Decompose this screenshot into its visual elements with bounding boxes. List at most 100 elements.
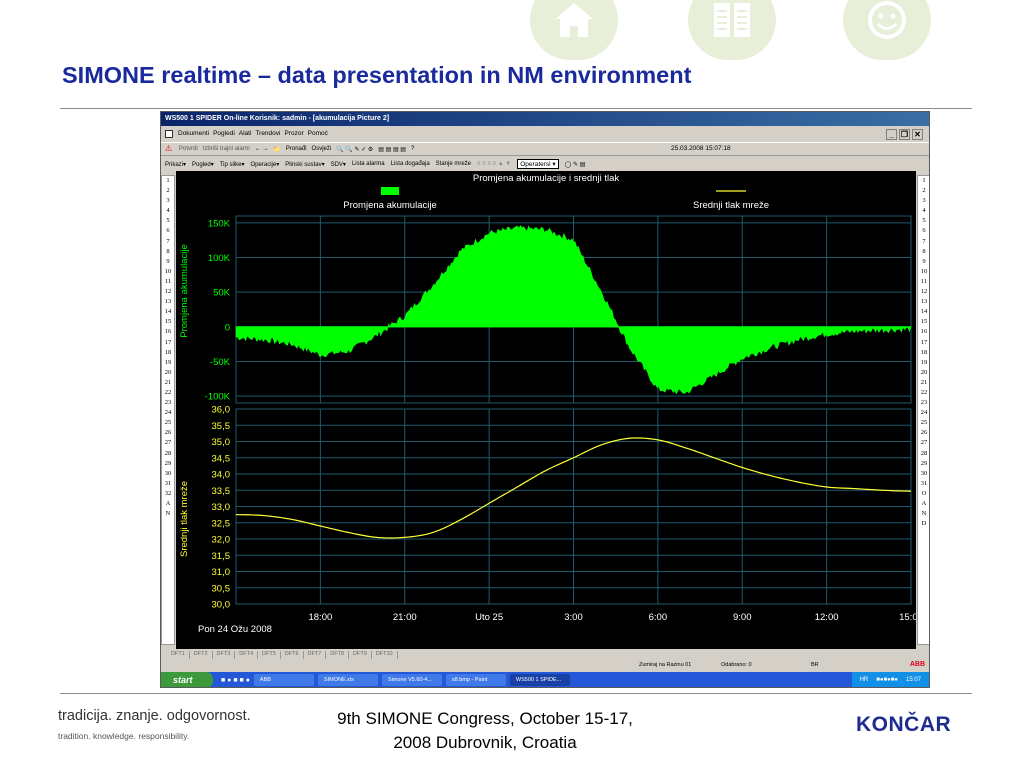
menu-pogledi[interactable]: Pogledi [213, 130, 235, 137]
home-icon[interactable] [530, 0, 618, 60]
side-right-item-23[interactable]: 23 [920, 399, 928, 407]
side-left-item-15[interactable]: 15 [164, 318, 172, 326]
side-left-item-34[interactable]: N [165, 510, 171, 518]
tab-dft2[interactable]: DFT2 [190, 651, 213, 659]
zoom-icons[interactable]: 🔍 🔍 ✎ ✓ ⚙ [336, 146, 374, 153]
side-right-item-16[interactable]: 16 [920, 328, 928, 336]
close-icon[interactable]: ✕ [912, 129, 923, 140]
side-right-item-4[interactable]: 4 [922, 207, 926, 215]
side-left-item-31[interactable]: 31 [164, 479, 172, 487]
smiley-icon[interactable] [843, 0, 931, 60]
side-left-item-1[interactable]: 1 [166, 177, 170, 184]
operacije-menu[interactable]: Operacije▾ [250, 161, 280, 168]
side-left-item-21[interactable]: 21 [164, 378, 172, 386]
side-right-item-22[interactable]: 22 [920, 388, 928, 396]
side-right-item-19[interactable]: 19 [920, 358, 928, 366]
side-left-item-30[interactable]: 30 [164, 469, 172, 477]
tab-dft8[interactable]: DFT8 [326, 651, 349, 659]
side-right-item-21[interactable]: 21 [920, 378, 928, 386]
tab-dft3[interactable]: DFT3 [213, 651, 236, 659]
side-left-item-19[interactable]: 19 [164, 358, 172, 366]
task-paint[interactable]: s8.bmp - Paint [445, 674, 506, 686]
side-left-item-18[interactable]: 18 [164, 348, 172, 356]
side-right-item-12[interactable]: 12 [920, 288, 928, 296]
side-right-item-25[interactable]: 25 [920, 419, 928, 427]
task-ws500[interactable]: WS500 1 SPIDE... [509, 674, 570, 686]
pogled-menu[interactable]: Pogled▾ [192, 161, 214, 168]
side-left-item-25[interactable]: 25 [164, 419, 172, 427]
osvjezi-button[interactable]: Osvježi [311, 146, 332, 152]
side-right-item-11[interactable]: 11 [920, 277, 928, 285]
side-left-item-28[interactable]: 28 [164, 449, 172, 457]
alarm-warning-icon[interactable]: ⚠ [165, 144, 173, 153]
pronadi-button[interactable]: Pronađi [285, 146, 307, 152]
task-simone-xls[interactable]: SIMONE.xls [317, 674, 378, 686]
side-right-item-24[interactable]: 24 [920, 409, 928, 417]
side-left-item-27[interactable]: 27 [164, 439, 172, 447]
book-icon[interactable] [688, 0, 776, 60]
document-icon[interactable] [165, 130, 173, 138]
back-icon[interactable]: ← → [254, 146, 269, 152]
side-right-item-9[interactable]: 9 [922, 257, 926, 265]
help-icon[interactable]: ? [410, 146, 415, 152]
side-right-item-28[interactable]: 28 [920, 449, 928, 457]
print-icons[interactable]: ▤ ▤ ▤ ▤ [378, 146, 406, 153]
side-left-item-3[interactable]: 3 [166, 197, 170, 205]
menu-alati[interactable]: Alati [238, 130, 252, 137]
tab-dft7[interactable]: DFT7 [304, 651, 327, 659]
potvrdi-button[interactable]: Potvrdi [179, 146, 198, 152]
menu-prozor[interactable]: Prozor [284, 130, 304, 137]
side-left-item-7[interactable]: 7 [166, 237, 170, 245]
operater-select[interactable]: Operatersl ▾ [517, 159, 559, 169]
side-right-item-34[interactable]: N [921, 510, 927, 518]
side-left-item-20[interactable]: 20 [164, 368, 172, 376]
lista-alarma-button[interactable]: Lista alarma [351, 161, 385, 167]
side-left-item-8[interactable]: 8 [166, 247, 170, 255]
menu-trendovi[interactable]: Trendovi [255, 130, 281, 137]
start-button[interactable]: start [161, 672, 213, 687]
side-left-item-14[interactable]: 14 [164, 308, 172, 316]
side-right-item-7[interactable]: 7 [922, 237, 926, 245]
side-left-item-5[interactable]: 5 [166, 217, 170, 225]
tray-lang[interactable]: HR [859, 677, 869, 683]
plinski-sustav-menu[interactable]: Plinski sustav▾ [285, 161, 325, 168]
side-right-item-17[interactable]: 17 [920, 338, 928, 346]
side-right-item-5[interactable]: 5 [922, 217, 926, 225]
side-right-item-2[interactable]: 2 [922, 187, 926, 195]
side-left-item-10[interactable]: 10 [164, 267, 172, 275]
side-right-item-1[interactable]: 1 [922, 177, 926, 184]
task-abb[interactable]: ABB [253, 674, 314, 686]
side-left-item-24[interactable]: 24 [164, 409, 172, 417]
side-right-item-26[interactable]: 26 [920, 429, 928, 437]
folder-icon[interactable]: 📁 [273, 146, 281, 153]
side-right-item-29[interactable]: 29 [920, 459, 928, 467]
side-right-item-32[interactable]: O [921, 489, 927, 497]
side-right-item-20[interactable]: 20 [920, 368, 928, 376]
tab-dft6[interactable]: DFT6 [281, 651, 304, 659]
restore-icon[interactable]: ❐ [899, 129, 910, 140]
task-simone-app[interactable]: Simone V5.60-4... [381, 674, 442, 686]
minimize-icon[interactable]: _ [886, 129, 897, 140]
tab-dft5[interactable]: DFT5 [258, 651, 281, 659]
izbrisi-alarm-button[interactable]: Izbriši trajni alarm [202, 146, 250, 152]
side-right-item-3[interactable]: 3 [922, 197, 926, 205]
side-left-item-29[interactable]: 29 [164, 459, 172, 467]
lista-dogadaja-button[interactable]: Lista događaja [390, 161, 430, 167]
side-left-item-22[interactable]: 22 [164, 388, 172, 396]
stanje-mreze-button[interactable]: Stanje mreže [435, 161, 472, 167]
side-right-item-10[interactable]: 10 [920, 267, 928, 275]
side-left-item-9[interactable]: 9 [166, 257, 170, 265]
side-left-item-13[interactable]: 13 [164, 298, 172, 306]
quicklaunch-icons[interactable]: ■ ● ■ ■ ● [221, 676, 250, 684]
side-left-item-33[interactable]: A [165, 500, 171, 507]
side-right-item-30[interactable]: 30 [920, 469, 928, 477]
tab-dft10[interactable]: DFT10 [372, 651, 398, 659]
side-left-item-32[interactable]: 32 [164, 489, 172, 497]
prikazi-menu[interactable]: Prikazi▾ [165, 161, 187, 168]
side-left-item-12[interactable]: 12 [164, 288, 172, 296]
side-left-item-4[interactable]: 4 [166, 207, 170, 215]
side-right-item-14[interactable]: 14 [920, 308, 928, 316]
side-right-item-15[interactable]: 15 [920, 318, 928, 326]
menu-pomoc[interactable]: Pomoć [307, 130, 328, 137]
side-right-item-35[interactable]: D [921, 520, 927, 528]
